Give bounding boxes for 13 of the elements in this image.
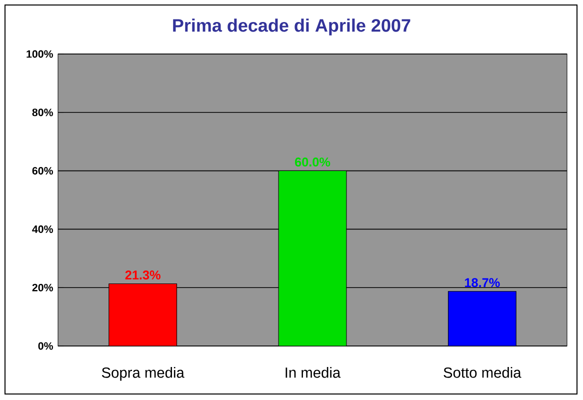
y-tick-label: 80%: [32, 108, 54, 116]
chart-title: Prima decade di Aprile 2007: [173, 18, 410, 36]
y-tick-label: 100%: [26, 50, 54, 58]
y-tick-label: 0%: [38, 342, 54, 350]
y-tick-label: 40%: [32, 225, 54, 233]
data-label: 21.3%: [125, 270, 160, 280]
data-label: 18.7%: [464, 278, 500, 288]
x-tick-label: Sotto media: [444, 367, 522, 378]
data-label: 60.0%: [295, 158, 330, 167]
y-tick-label: 20%: [32, 284, 54, 292]
y-tick-label: 60%: [32, 167, 54, 175]
x-tick-label: Sopra media: [102, 367, 184, 381]
x-tick-label: In media: [286, 367, 341, 378]
